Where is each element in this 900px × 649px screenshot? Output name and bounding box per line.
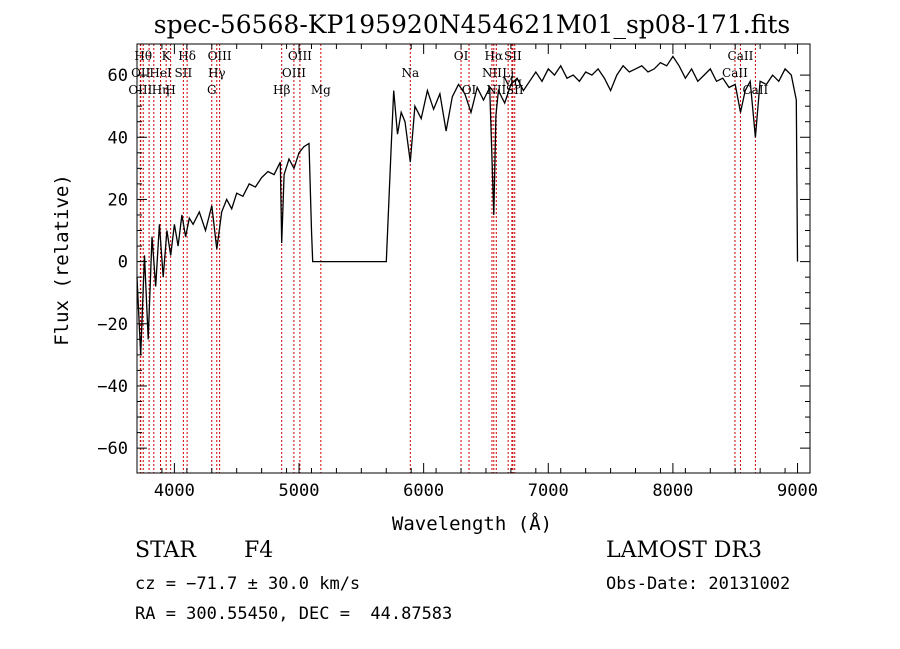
plot-frame [136, 43, 811, 474]
x-axis-ticks: 4000 5000 6000 7000 8000 9000 [136, 44, 818, 501]
spectral-line-label: OI [462, 83, 477, 97]
spectrum-line [136, 55, 799, 355]
spectral-line-label: OIII [208, 49, 232, 63]
y-tick-label: −40 [97, 377, 128, 397]
line-marker-labels: HθOIIOIIIHeIHηKHSIIHδGHγOIIIHβOIIIOIIIMg… [128, 49, 768, 97]
spectral-line-label: CaII [728, 49, 754, 63]
spectral-line-label: OIII [282, 66, 306, 80]
spectral-line-label: OIII [128, 83, 152, 97]
chart-title: spec-56568-KP195920N454621M01_sp08-171.f… [154, 10, 791, 39]
spectral-subclass: F4 [244, 538, 274, 563]
spectral-line-label: NII [486, 83, 506, 97]
spectral-line-label: Hθ [134, 49, 152, 63]
line-markers [139, 44, 756, 473]
spectral-line-label: OII [131, 66, 151, 80]
spectral-line-label: Hη [152, 83, 170, 97]
spectral-line-label: CaII [722, 66, 748, 80]
spectral-line-label: CaII [742, 83, 768, 97]
spectral-line-label: SII [504, 49, 522, 63]
spectral-line-label: Mg [311, 83, 331, 97]
y-tick-label: 40 [108, 128, 128, 148]
obs-date: Obs-Date: 20131002 [606, 574, 791, 594]
spectral-line-label: OI [454, 49, 469, 63]
survey-name: LAMOST DR3 [606, 538, 762, 563]
spectral-line-label: G [207, 83, 217, 97]
y-tick-label: −20 [97, 315, 128, 335]
y-tick-label: 20 [108, 190, 128, 210]
spectral-line-label: HeI [149, 66, 172, 80]
x-tick-label: 4000 [154, 481, 195, 501]
spectral-line-label: Li [502, 66, 514, 80]
spectral-line-label: Hβ [273, 83, 290, 97]
y-axis-label: Flux (relative) [51, 174, 73, 346]
spectral-line-label: Hα [485, 49, 504, 63]
spectral-line-label: OIII [288, 49, 312, 63]
coordinates: RA = 300.55450, DEC = 44.87583 [135, 604, 453, 624]
object-class: STAR [135, 538, 196, 563]
x-tick-label: 7000 [528, 481, 569, 501]
spectral-line-label: H [165, 83, 175, 97]
spectral-line-label: SII [175, 66, 193, 80]
x-tick-label: 9000 [777, 481, 818, 501]
y-tick-label: 0 [118, 253, 128, 273]
y-axis-ticks: −60 −40 −20 0 20 40 60 [97, 66, 810, 459]
x-tick-label: 6000 [403, 481, 444, 501]
x-axis-label: Wavelength (Å) [392, 512, 552, 535]
spectral-line-label: Hγ [208, 66, 226, 80]
spectral-line-label: Hδ [178, 49, 196, 63]
spectral-line-label: Na [401, 66, 419, 80]
x-tick-label: 8000 [652, 481, 693, 501]
spectral-line-label: NII [482, 66, 502, 80]
y-tick-label: 60 [108, 66, 128, 86]
spectral-line-label: K [162, 49, 172, 63]
y-tick-label: −60 [97, 439, 128, 459]
redshift-value: cz = −71.7 ± 30.0 km/s [135, 574, 361, 594]
x-tick-label: 5000 [279, 481, 320, 501]
